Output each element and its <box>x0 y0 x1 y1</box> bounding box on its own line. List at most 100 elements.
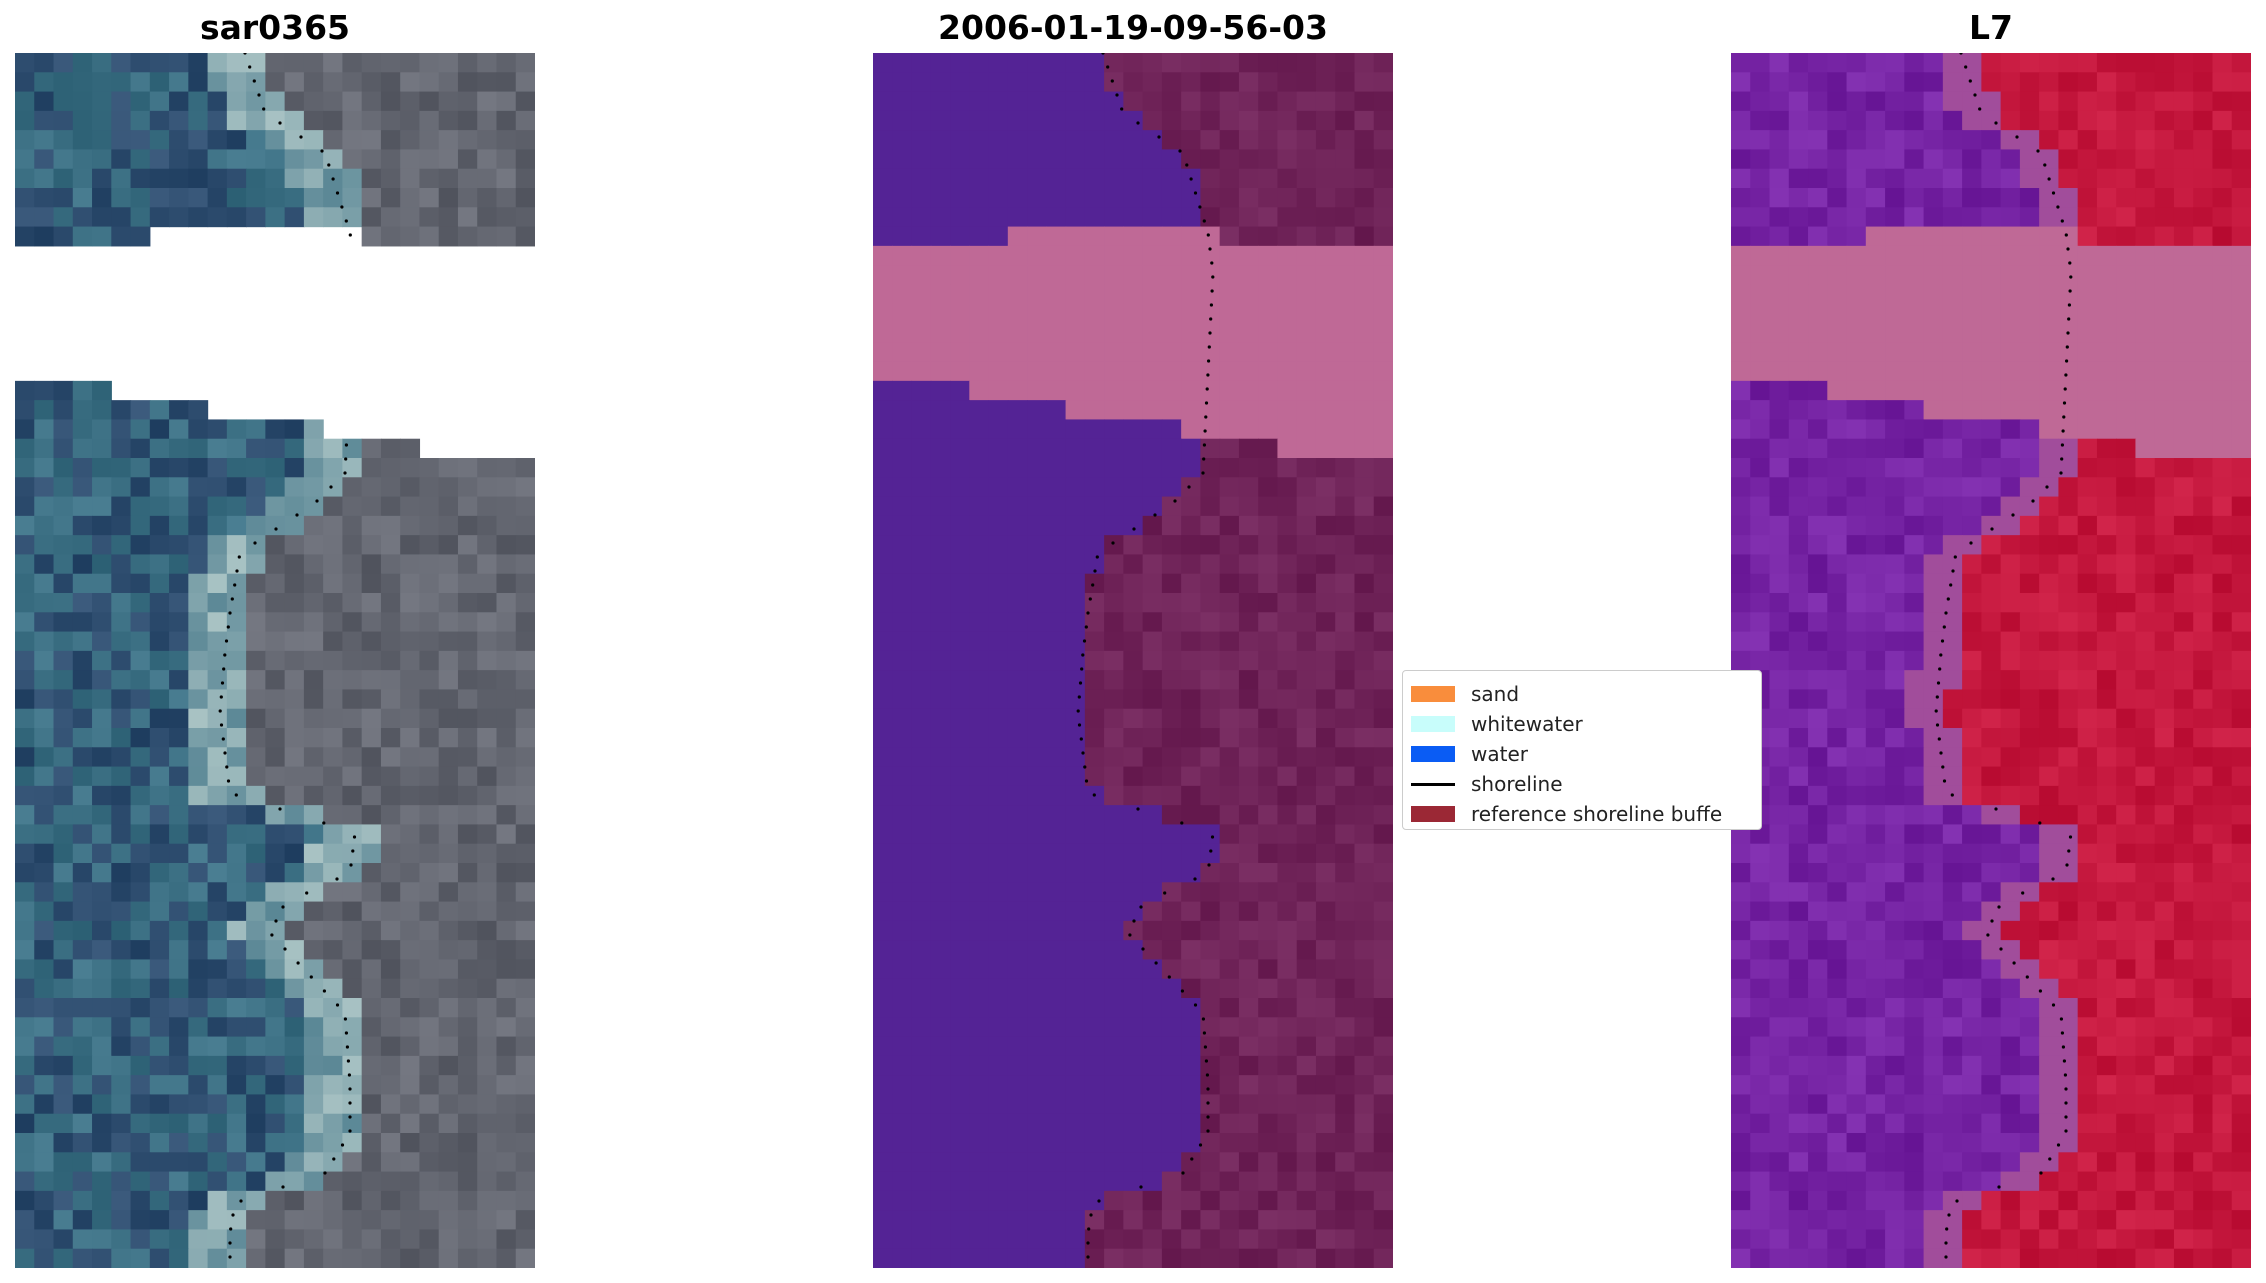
raster-pixel <box>873 863 893 883</box>
raster-pixel <box>1238 245 1259 266</box>
raster-pixel <box>2135 882 2156 903</box>
raster-pixel <box>1181 1113 1202 1134</box>
raster-pixel <box>2154 670 2175 691</box>
raster-pixel <box>111 631 132 652</box>
raster-pixel <box>1142 959 1163 980</box>
raster-pixel <box>1181 496 1202 517</box>
raster-pixel <box>873 130 893 151</box>
raster-pixel <box>930 747 951 768</box>
raster-pixel <box>1962 515 1982 536</box>
raster-pixel <box>2193 612 2214 633</box>
raster-pixel <box>2231 91 2251 112</box>
raster-pixel <box>950 1171 970 1192</box>
raster-pixel <box>2000 458 2021 478</box>
raster-pixel <box>53 496 74 517</box>
raster-pixel <box>2173 458 2194 478</box>
raster-pixel <box>873 400 893 421</box>
raster-pixel <box>1808 323 1828 343</box>
raster-pixel <box>419 998 440 1018</box>
raster-pixel <box>2135 207 2156 228</box>
raster-pixel <box>265 110 286 131</box>
raster-pixel <box>515 149 535 170</box>
raster-pixel <box>72 766 93 787</box>
raster-pixel <box>361 901 382 922</box>
raster-pixel <box>1942 901 1963 922</box>
raster-pixel <box>2135 1133 2156 1153</box>
raster-pixel <box>72 573 93 594</box>
raster-pixel <box>1865 612 1886 633</box>
raster-pixel <box>1335 535 1356 556</box>
raster-pixel <box>2212 593 2233 613</box>
raster-pixel <box>361 1094 382 1115</box>
raster-pixel <box>1354 554 1375 575</box>
raster-pixel <box>1142 400 1163 421</box>
raster-pixel <box>1181 901 1202 922</box>
raster-pixel <box>265 824 286 845</box>
raster-pixel <box>1200 303 1221 324</box>
raster-pixel <box>457 882 478 903</box>
raster-pixel <box>1181 149 1202 170</box>
shoreline-dot <box>226 625 230 629</box>
raster-pixel <box>1904 1055 1925 1076</box>
raster-pixel <box>1808 1248 1828 1268</box>
raster-pixel <box>1885 149 1905 170</box>
raster-pixel <box>1277 593 1298 613</box>
raster-pixel <box>1865 1036 1886 1057</box>
raster-pixel <box>1277 265 1298 286</box>
raster-pixel <box>1104 863 1124 883</box>
raster-pixel <box>1354 978 1375 999</box>
raster-pixel <box>892 149 913 170</box>
raster-pixel <box>1981 265 2002 286</box>
raster-pixel <box>1027 1229 1047 1250</box>
raster-pixel <box>111 419 132 440</box>
raster-pixel <box>2116 130 2137 151</box>
raster-pixel <box>1731 149 1751 170</box>
raster-pixel <box>1027 168 1047 189</box>
raster-pixel <box>2077 535 2098 556</box>
raster-pixel <box>1904 650 1925 671</box>
shoreline-dot <box>1180 821 1184 825</box>
raster-pixel <box>1942 882 1963 903</box>
raster-pixel <box>1354 72 1375 93</box>
raster-pixel <box>1846 554 1867 575</box>
raster-pixel <box>1238 1036 1259 1057</box>
raster-pixel <box>246 978 266 999</box>
raster-pixel <box>1296 168 1317 189</box>
raster-pixel <box>1904 1113 1925 1134</box>
raster-pixel <box>361 805 382 826</box>
raster-pixel <box>1200 130 1221 151</box>
raster-pixel <box>2154 361 2175 382</box>
raster-pixel <box>303 130 324 151</box>
raster-pixel <box>2096 380 2117 401</box>
shoreline-dot <box>1089 1213 1093 1217</box>
raster-pixel <box>265 477 286 498</box>
raster-pixel <box>873 901 893 922</box>
raster-pixel <box>1846 670 1867 691</box>
raster-pixel <box>1123 1133 1144 1153</box>
shoreline-dot <box>323 1171 327 1175</box>
raster-pixel <box>969 380 990 401</box>
raster-pixel <box>1258 940 1279 961</box>
raster-pixel <box>1731 477 1751 498</box>
raster-pixel <box>1885 380 1905 401</box>
raster-pixel <box>1084 188 1105 208</box>
raster-pixel <box>284 1248 305 1268</box>
raster-pixel <box>1104 1171 1124 1192</box>
raster-pixel <box>1788 766 1809 787</box>
raster-pixel <box>873 978 893 999</box>
raster-pixel <box>246 1133 266 1153</box>
raster-pixel <box>92 380 112 401</box>
raster-pixel <box>149 188 170 208</box>
raster-pixel <box>1296 265 1317 286</box>
raster-pixel <box>111 843 132 864</box>
raster-pixel <box>380 785 401 806</box>
shoreline-dot <box>348 1129 352 1133</box>
raster-pixel <box>1084 882 1105 903</box>
raster-pixel <box>477 168 498 189</box>
raster-pixel <box>1238 265 1259 286</box>
raster-pixel <box>2212 670 2233 691</box>
raster-pixel <box>1027 554 1047 575</box>
raster-pixel <box>1046 785 1067 806</box>
raster-pixel <box>1885 226 1905 247</box>
raster-pixel <box>969 593 990 613</box>
